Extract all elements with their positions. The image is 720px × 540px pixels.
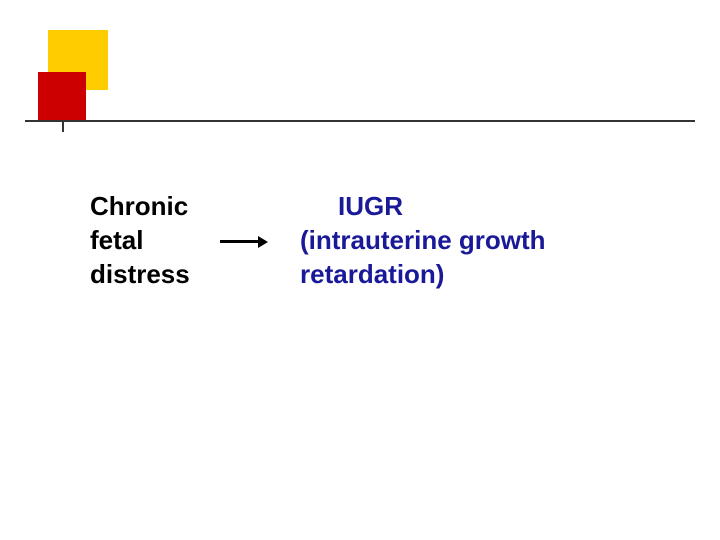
right-text-block: IUGR (intrauterine growth retardation) [300,190,546,291]
red-square-icon [38,72,86,120]
arrow-line [220,240,260,243]
right-line-1: IUGR [300,190,546,224]
right-line-2: (intrauterine growth [300,224,546,258]
right-line-3: retardation) [300,258,546,292]
divider-tick [62,122,64,132]
arrow-head [258,236,268,248]
divider-line [25,120,695,122]
left-text-block: Chronic fetal distress [90,190,190,291]
left-line-2: fetal [90,224,190,258]
left-line-1: Chronic [90,190,190,224]
left-line-3: distress [90,258,190,292]
